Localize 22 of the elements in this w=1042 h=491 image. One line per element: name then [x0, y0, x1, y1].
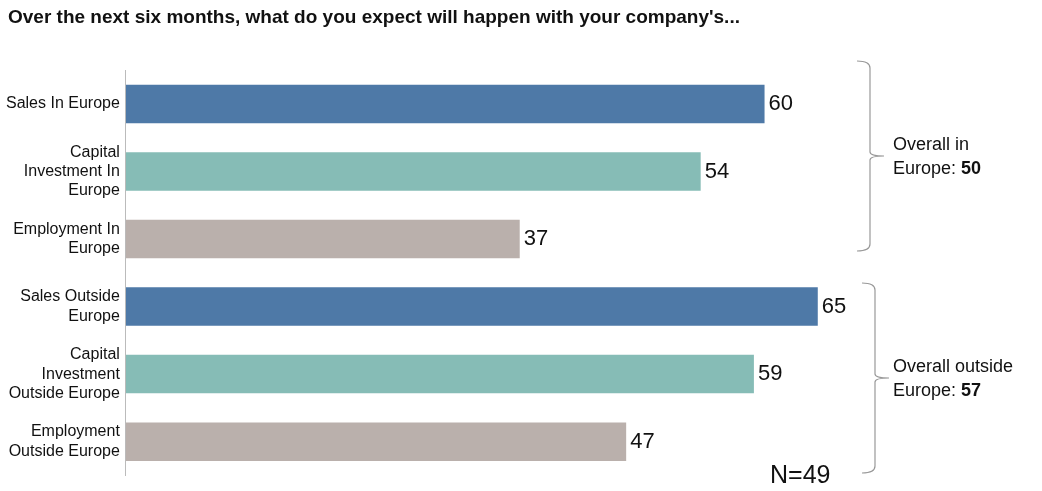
data-label: 47: [630, 427, 655, 453]
bar: [125, 354, 754, 394]
y-tick-label: Employment Outside Europe: [8, 422, 121, 459]
text: Overall outside Europe: 57: [893, 355, 1015, 402]
y-tick-label: Sales Outside Europe: [20, 287, 120, 324]
bar: [125, 422, 627, 461]
data-label: 54: [704, 157, 730, 183]
y-tick-label: Capital Investment In Europe: [23, 142, 120, 199]
annotation: N=49: [770, 460, 831, 489]
bar: [125, 152, 701, 191]
bar: [125, 219, 520, 259]
y-tick-label: Capital Investment Outside Europe: [8, 345, 121, 401]
y-tick-label: Employment In Europe: [13, 219, 120, 257]
y-tick-label: Sales In Europe: [5, 94, 120, 112]
data-label: 65: [821, 292, 847, 318]
data-label: 60: [768, 90, 794, 116]
data-label: 59: [757, 360, 783, 386]
text: Overall in Europe: 50: [893, 133, 983, 180]
data-label: 37: [523, 225, 549, 251]
bar: [125, 287, 818, 326]
chart-title: Over the next six months, what do you expect will happen with your company's...: [8, 6, 740, 28]
bar: [125, 84, 765, 124]
